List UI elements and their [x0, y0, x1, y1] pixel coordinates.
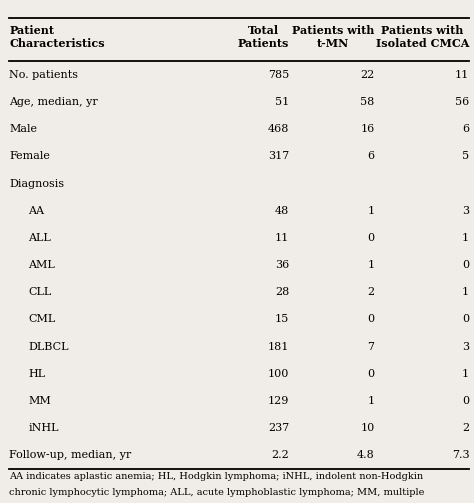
Text: iNHL: iNHL	[28, 423, 59, 433]
Text: 129: 129	[268, 396, 289, 406]
Text: 7.3: 7.3	[452, 450, 469, 460]
Text: CLL: CLL	[28, 287, 52, 297]
Text: DLBCL: DLBCL	[28, 342, 69, 352]
Text: 0: 0	[462, 396, 469, 406]
Text: No. patients: No. patients	[9, 70, 79, 80]
Text: 36: 36	[275, 260, 289, 270]
Text: Follow-up, median, yr: Follow-up, median, yr	[9, 450, 132, 460]
Text: AML: AML	[28, 260, 55, 270]
Text: 11: 11	[275, 233, 289, 243]
Text: 16: 16	[360, 124, 374, 134]
Text: Patients with
t-MN: Patients with t-MN	[292, 25, 374, 49]
Text: 1: 1	[367, 206, 374, 216]
Text: chronic lymphocytic lymphoma; ALL, acute lymphoblastic lymphoma; MM, multiple: chronic lymphocytic lymphoma; ALL, acute…	[9, 488, 425, 497]
Text: 22: 22	[360, 70, 374, 80]
Text: 5: 5	[462, 151, 469, 161]
Text: 100: 100	[268, 369, 289, 379]
Text: 1: 1	[462, 287, 469, 297]
Text: Total
Patients: Total Patients	[238, 25, 289, 49]
Text: 15: 15	[275, 314, 289, 324]
Text: 468: 468	[268, 124, 289, 134]
Text: 7: 7	[367, 342, 374, 352]
Text: 1: 1	[367, 260, 374, 270]
Text: 2.2: 2.2	[272, 450, 289, 460]
Text: 6: 6	[462, 124, 469, 134]
Text: 48: 48	[275, 206, 289, 216]
Text: 4.8: 4.8	[357, 450, 374, 460]
Text: 58: 58	[360, 97, 374, 107]
Text: AA indicates aplastic anemia; HL, Hodgkin lymphoma; iNHL, indolent non-Hodgkin: AA indicates aplastic anemia; HL, Hodgki…	[9, 472, 424, 481]
Text: 28: 28	[275, 287, 289, 297]
Text: HL: HL	[28, 369, 46, 379]
Text: 51: 51	[275, 97, 289, 107]
Text: 0: 0	[462, 314, 469, 324]
Text: 3: 3	[462, 342, 469, 352]
Text: 0: 0	[462, 260, 469, 270]
Text: MM: MM	[28, 396, 51, 406]
Text: 317: 317	[268, 151, 289, 161]
Text: 3: 3	[462, 206, 469, 216]
Text: 11: 11	[455, 70, 469, 80]
Text: 1: 1	[462, 369, 469, 379]
Text: AA: AA	[28, 206, 45, 216]
Text: 1: 1	[462, 233, 469, 243]
Text: Patients with
Isolated CMCA: Patients with Isolated CMCA	[376, 25, 469, 49]
Text: ALL: ALL	[28, 233, 51, 243]
Text: Age, median, yr: Age, median, yr	[9, 97, 98, 107]
Text: 6: 6	[367, 151, 374, 161]
Text: 10: 10	[360, 423, 374, 433]
Text: 785: 785	[268, 70, 289, 80]
Text: 2: 2	[462, 423, 469, 433]
Text: 0: 0	[367, 233, 374, 243]
Text: 237: 237	[268, 423, 289, 433]
Text: CML: CML	[28, 314, 55, 324]
Text: 0: 0	[367, 369, 374, 379]
Text: 56: 56	[455, 97, 469, 107]
Text: Male: Male	[9, 124, 37, 134]
Text: Patient
Characteristics: Patient Characteristics	[9, 25, 105, 49]
Text: 1: 1	[367, 396, 374, 406]
Text: Diagnosis: Diagnosis	[9, 179, 64, 189]
Text: 0: 0	[367, 314, 374, 324]
Text: 2: 2	[367, 287, 374, 297]
Text: 181: 181	[268, 342, 289, 352]
Text: Female: Female	[9, 151, 50, 161]
